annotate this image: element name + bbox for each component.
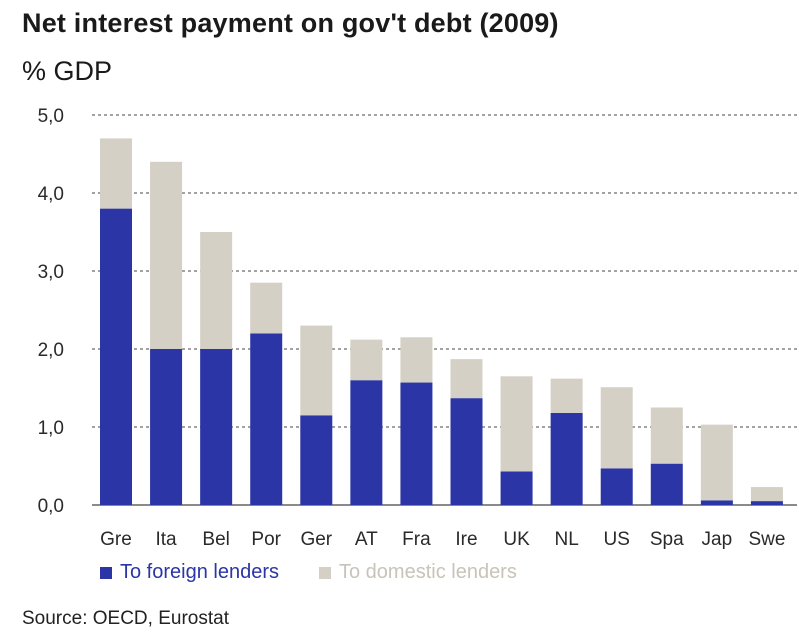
legend-item-domestic: To domestic lenders <box>318 561 517 584</box>
x-tick-label: Swe <box>748 529 785 550</box>
y-tick-label: 0,0 <box>38 496 64 517</box>
legend-item-foreign: To foreign lenders <box>100 561 279 584</box>
x-tick-label: Bel <box>202 529 229 550</box>
x-tick-label: US <box>604 529 630 550</box>
bar-domestic <box>300 325 333 416</box>
bar-domestic <box>550 378 583 413</box>
bar-domestic <box>600 387 633 469</box>
x-tick-label: Por <box>251 529 281 550</box>
y-tick-label: 3,0 <box>38 262 64 283</box>
bar-domestic <box>500 376 533 472</box>
gridlines <box>92 114 797 506</box>
legend-swatch-domestic <box>318 566 331 579</box>
bar-foreign <box>650 463 683 505</box>
bar-foreign <box>500 471 533 505</box>
x-tick-label: AT <box>355 529 378 550</box>
x-tick-label: Fra <box>402 529 431 550</box>
x-tick-label: Ire <box>455 529 477 550</box>
bar-foreign <box>400 382 433 505</box>
bar-domestic <box>100 138 132 209</box>
bar-foreign <box>350 380 383 505</box>
x-tick-label: Jap <box>702 529 733 550</box>
legend-swatch-foreign <box>100 566 112 579</box>
bar-foreign <box>550 412 583 505</box>
bar-domestic <box>650 407 683 464</box>
bar-foreign <box>300 415 333 505</box>
bar-domestic <box>750 487 783 502</box>
y-tick-label: 4,0 <box>38 184 64 205</box>
x-tick-label: Ita <box>156 529 178 550</box>
legend: To foreign lenders To domestic lenders <box>100 561 557 584</box>
source-note: Source: OECD, Eurostat <box>22 608 229 629</box>
x-tick-label: UK <box>503 529 530 550</box>
bar-domestic <box>250 282 283 334</box>
bar-foreign <box>150 349 183 505</box>
bar-domestic <box>700 424 733 501</box>
legend-label-domestic: To domestic lenders <box>338 561 517 583</box>
y-axis-ticks: 0,0 1,0 2,0 3,0 4,0 5,0 <box>38 106 64 517</box>
bar-domestic <box>150 161 183 349</box>
bar-foreign <box>200 349 233 505</box>
bar-domestic <box>200 232 233 349</box>
bar-foreign <box>100 208 132 505</box>
bar-domestic <box>400 337 433 383</box>
y-tick-label: 1,0 <box>38 418 64 439</box>
bar-foreign <box>600 468 633 505</box>
x-tick-label: Gre <box>100 529 132 550</box>
x-axis-ticks: Gre Ita Bel Por Ger AT Fra Ire UK NL US Spa Jap Swe <box>100 529 785 550</box>
bars <box>100 138 783 505</box>
bar-foreign <box>450 398 483 505</box>
y-tick-label: 5,0 <box>38 106 64 127</box>
bar-domestic <box>350 339 383 381</box>
y-axis-unit-label: % GDP <box>22 56 113 86</box>
x-tick-label: Ger <box>300 529 332 550</box>
bar-foreign <box>250 333 283 505</box>
bar-foreign <box>700 500 733 505</box>
chart-title: Net interest payment on gov't debt (2009… <box>22 8 559 38</box>
x-tick-label: Spa <box>650 529 684 550</box>
legend-label-foreign: To foreign lenders <box>120 561 279 583</box>
x-tick-label: NL <box>554 529 578 550</box>
bar-foreign <box>750 501 783 505</box>
y-tick-label: 2,0 <box>38 340 64 361</box>
bar-chart: 0,0 1,0 2,0 3,0 4,0 5,0 Gre Ita Bel Por Ger AT Fra I… <box>38 106 797 550</box>
bar-domestic <box>450 359 483 399</box>
